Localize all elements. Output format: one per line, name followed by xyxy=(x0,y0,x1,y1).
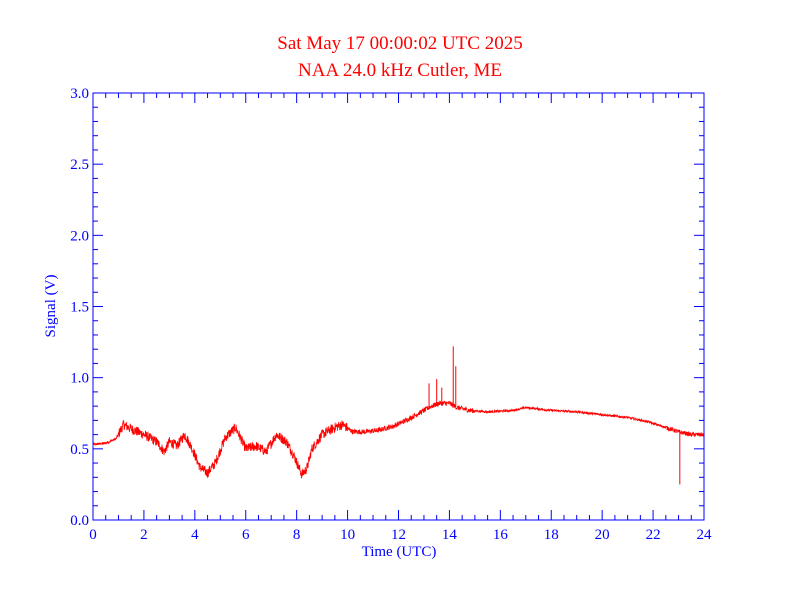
chart-title: Sat May 17 00:00:02 UTC 2025 xyxy=(277,33,523,54)
x-tick-label: 18 xyxy=(544,527,559,543)
y-tick-label: 0.5 xyxy=(70,442,89,458)
x-tick-label: 12 xyxy=(391,527,406,543)
x-tick-label: 22 xyxy=(646,527,661,543)
x-tick-label: 16 xyxy=(493,527,509,543)
x-tick-label: 2 xyxy=(140,527,148,543)
y-tick-label: 0.0 xyxy=(70,513,89,529)
chart-subtitle: NAA 24.0 kHz Cutler, ME xyxy=(298,60,502,81)
x-tick-label: 0 xyxy=(89,527,97,543)
signal-series-line xyxy=(92,400,705,479)
x-axis-label: Time (UTC) xyxy=(362,544,437,560)
x-tick-label: 4 xyxy=(191,527,199,543)
x-tick-label: 6 xyxy=(242,527,250,543)
y-tick-label: 1.5 xyxy=(70,300,89,316)
y-tick-label: 2.0 xyxy=(70,228,89,244)
x-tick-label: 20 xyxy=(595,527,610,543)
y-axis-label: Signal (V) xyxy=(43,275,59,338)
x-tick-label: 10 xyxy=(340,527,355,543)
y-tick-label: 3.0 xyxy=(70,86,89,102)
x-tick-label: 24 xyxy=(697,527,713,543)
x-tick-label: 14 xyxy=(442,527,458,543)
y-tick-label: 2.5 xyxy=(70,157,89,173)
x-tick-label: 8 xyxy=(293,527,301,543)
plot-frame xyxy=(92,92,705,521)
y-tick-label: 1.0 xyxy=(70,371,89,387)
